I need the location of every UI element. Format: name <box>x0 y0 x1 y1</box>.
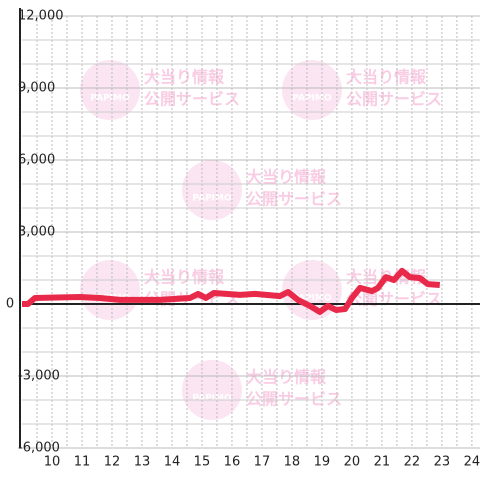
y-tick-label: 0 <box>6 297 14 312</box>
y-tick-label: -3,000 <box>18 369 60 384</box>
x-tick-label: 24 <box>464 455 480 470</box>
x-tick-label: 12 <box>104 455 121 470</box>
watermark: PAPIMO 大当り情報 公開サービス <box>80 60 240 120</box>
x-tick-label: 10 <box>44 455 61 470</box>
watermark-text: 公開サービス <box>346 90 442 109</box>
x-tick-label: 14 <box>164 455 181 470</box>
watermark-text: 大当り情報 <box>144 68 225 87</box>
watermark-logo <box>80 260 140 320</box>
watermark-text: 大当り情報 <box>346 68 427 87</box>
x-tick-label: 21 <box>374 455 391 470</box>
x-tick-label: 17 <box>254 455 271 470</box>
watermark-logo <box>282 60 342 120</box>
x-tick-label: 22 <box>404 455 421 470</box>
watermark-text: 大当り情報 <box>246 368 327 387</box>
watermark-text: 公開サービス <box>144 90 240 109</box>
watermark-logo-text: PAPIMO <box>292 94 332 104</box>
watermark: PAPIMO 大当り情報 公開サービス <box>182 160 342 220</box>
x-tick-label: 11 <box>74 455 91 470</box>
watermark-logo <box>182 160 242 220</box>
y-tick-label: 6,000 <box>18 153 55 168</box>
y-tick-label: 3,000 <box>18 225 55 240</box>
watermark-text: 公開サービス <box>346 290 442 309</box>
watermark-logo-text: PAPIMO <box>192 194 232 204</box>
x-tick-label: 13 <box>134 455 151 470</box>
watermarks: PAPIMO 大当り情報 公開サービス PAPIMO 大当り情報 公開サービス … <box>80 60 442 420</box>
grid <box>19 8 480 449</box>
data-line <box>22 267 441 315</box>
watermark-logo <box>182 360 242 420</box>
x-tick-label: 19 <box>314 455 331 470</box>
watermark-text: 大当り情報 <box>144 268 225 287</box>
watermark: PAPIMO 大当り情報 公開サービス <box>80 260 240 320</box>
watermark-logo-text: PAPIMO <box>292 294 332 304</box>
watermark-logo-text: PAPIMO <box>90 94 130 104</box>
x-tick-label: 23 <box>434 455 451 470</box>
x-tick-label: 20 <box>344 455 361 470</box>
watermark-text: 公開サービス <box>246 390 342 409</box>
y-tick-label: 12,000 <box>18 9 64 24</box>
x-tick-label: 16 <box>224 455 241 470</box>
watermark-text: 公開サービス <box>246 190 342 209</box>
y-tick-label: 9,000 <box>18 81 55 96</box>
x-tick-label: 18 <box>284 455 301 470</box>
x-tick-label: 15 <box>194 455 211 470</box>
watermark-logo <box>80 60 140 120</box>
y-tick-label: -6,000 <box>18 441 60 456</box>
watermark-logo-text: PAPIMO <box>192 394 232 404</box>
watermark: PAPIMO 大当り情報 公開サービス <box>282 60 442 120</box>
